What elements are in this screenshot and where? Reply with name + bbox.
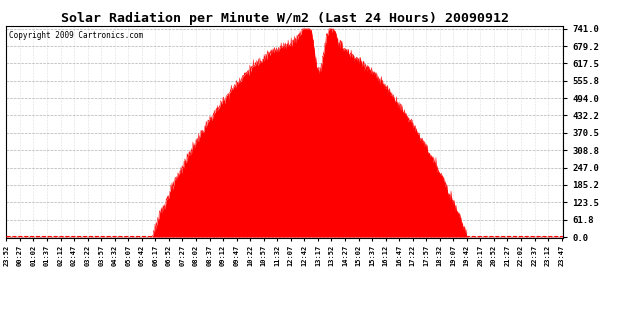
Title: Solar Radiation per Minute W/m2 (Last 24 Hours) 20090912: Solar Radiation per Minute W/m2 (Last 24… (61, 12, 509, 25)
Text: Copyright 2009 Cartronics.com: Copyright 2009 Cartronics.com (9, 31, 143, 40)
